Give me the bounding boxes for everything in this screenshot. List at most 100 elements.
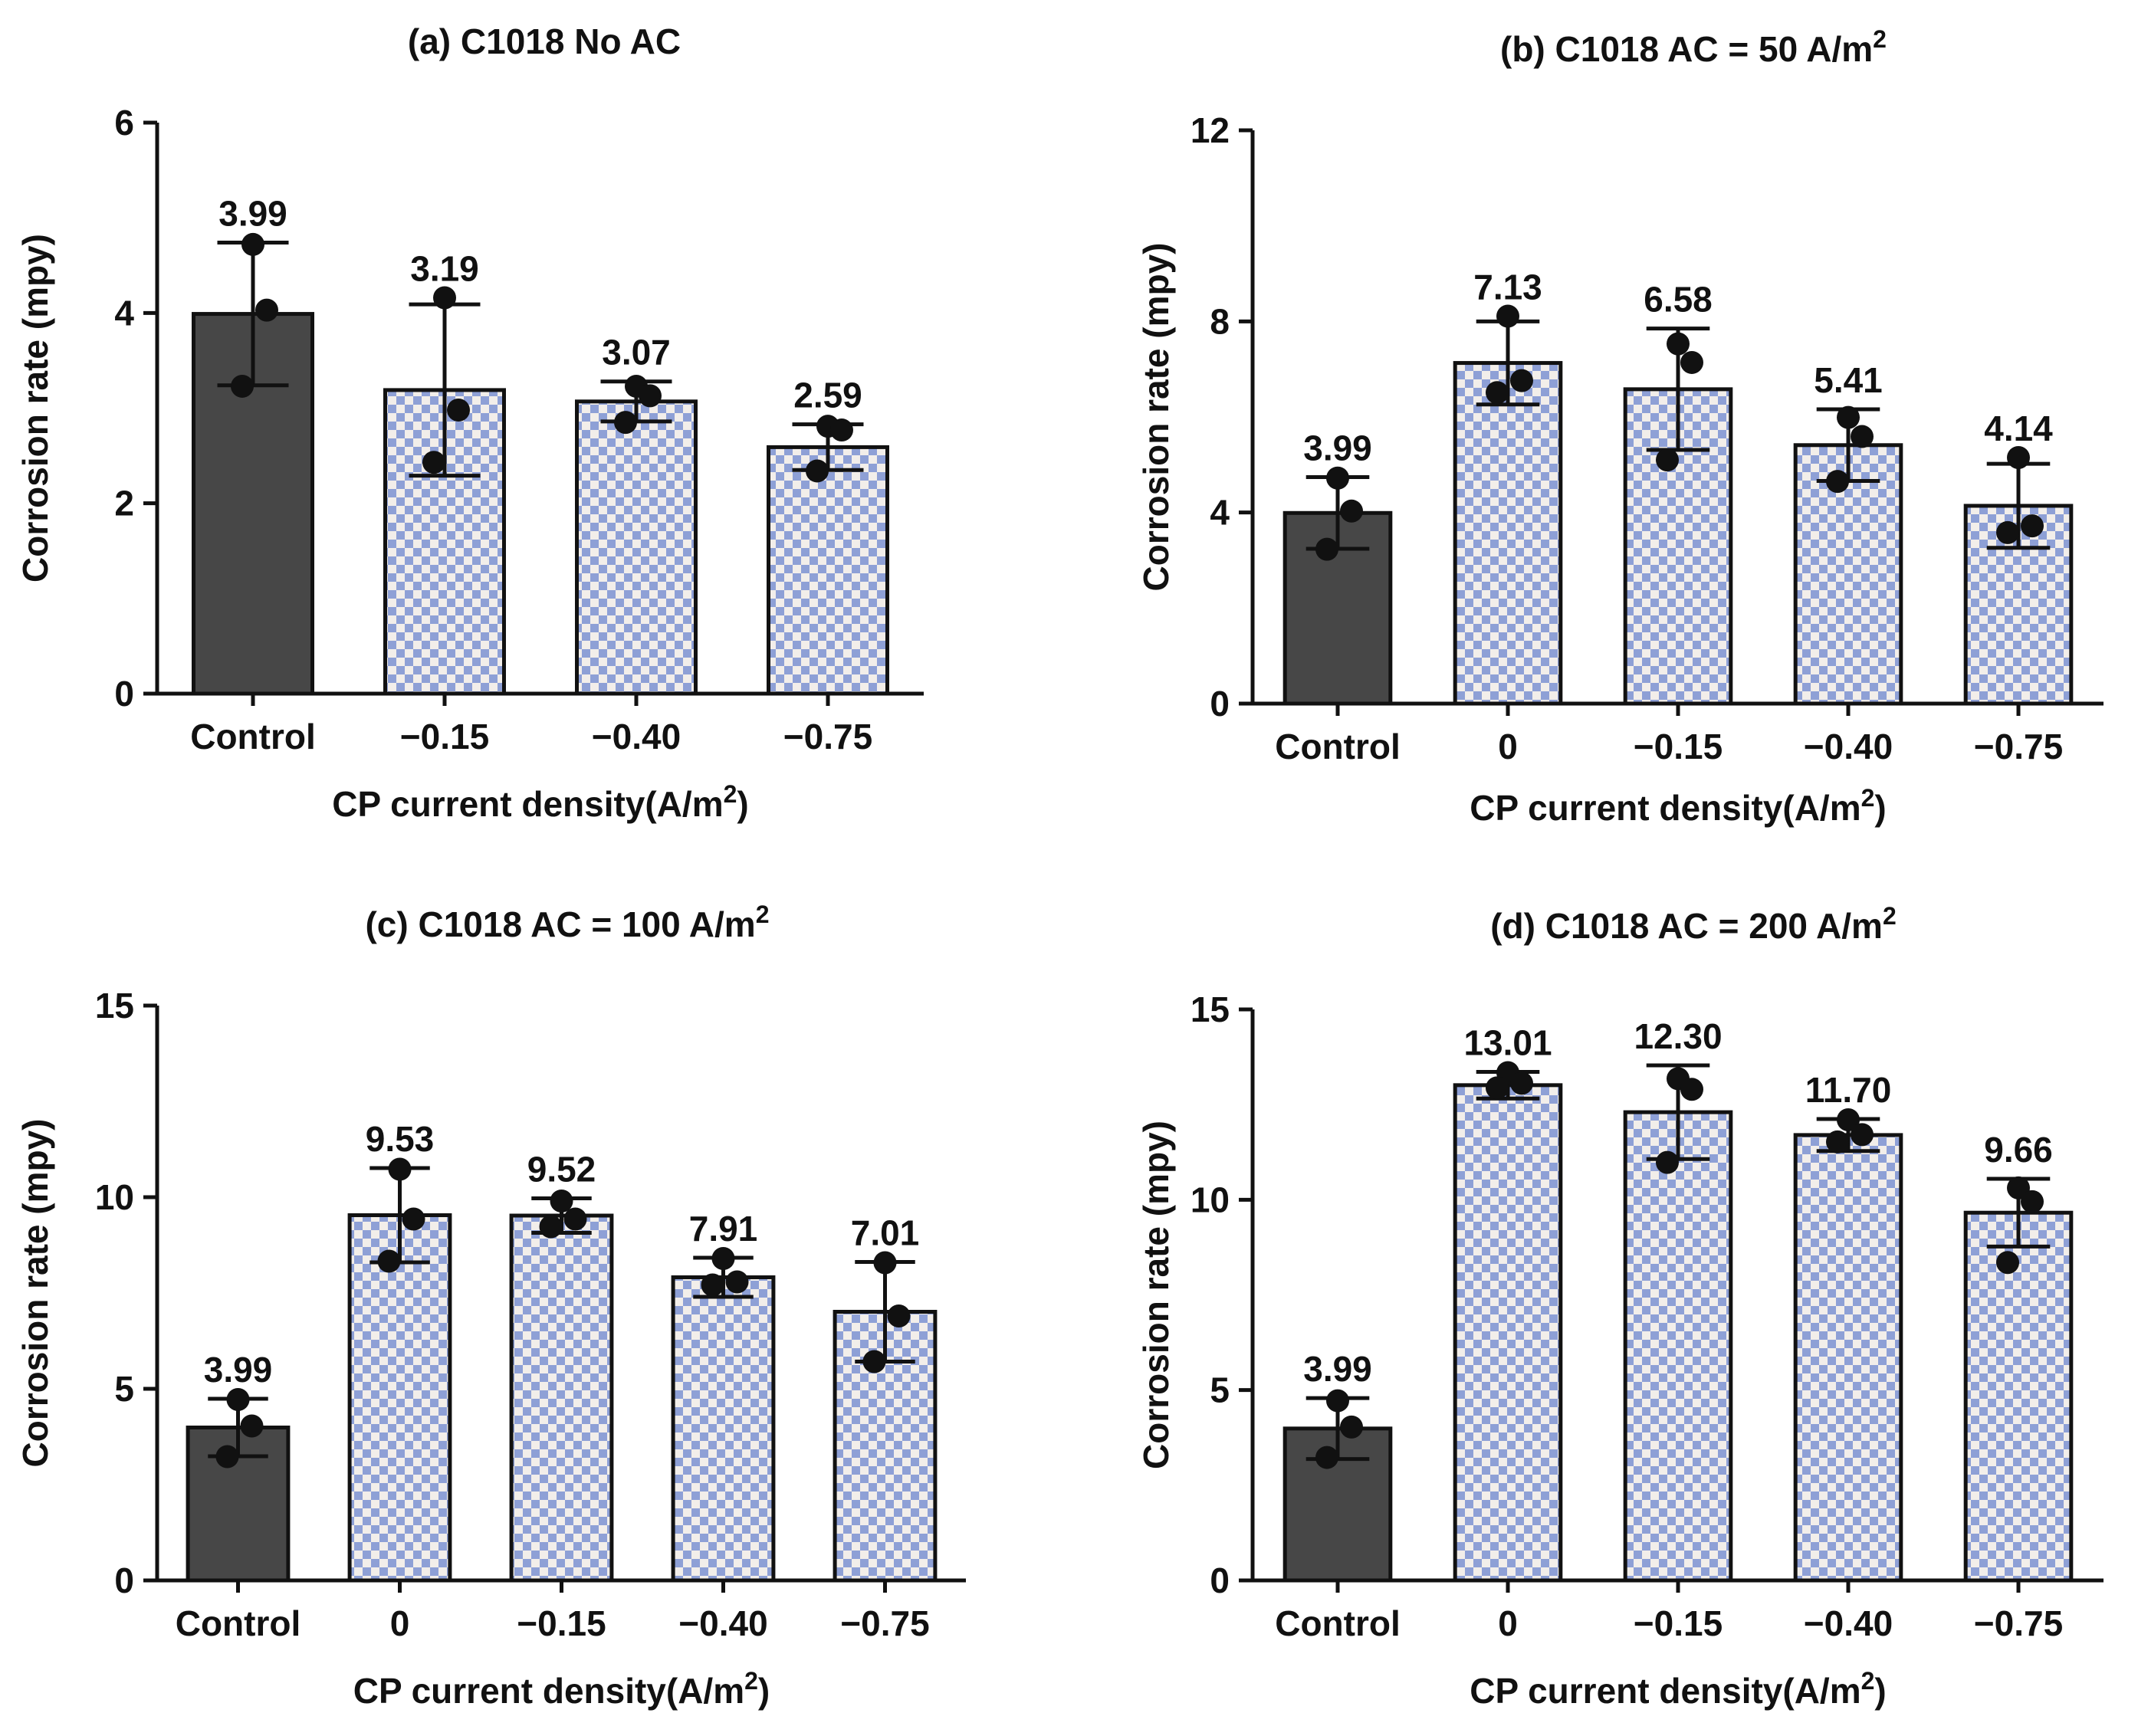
value-label: 9.66: [1984, 1130, 2053, 1170]
x-axis-label: CP current density(A/m2): [1470, 1667, 1887, 1711]
category-tick-label: 0: [1498, 1603, 1518, 1643]
value-label: 3.99: [1303, 428, 1372, 468]
axes: [1250, 130, 2104, 706]
chart-title: (c) C1018 AC = 100 A/m2: [365, 901, 769, 944]
data-point: [614, 411, 637, 435]
value-label: 3.99: [1303, 1349, 1372, 1389]
data-point: [447, 398, 470, 422]
data-point: [830, 418, 853, 442]
data-point: [1326, 466, 1349, 490]
category-tick-label: −0.40: [592, 717, 681, 756]
data-point: [1851, 425, 1874, 448]
data-point: [1667, 332, 1690, 356]
category-tick-label: −0.40: [678, 1603, 767, 1643]
y-tick-label: 2: [114, 484, 134, 523]
value-label: 9.53: [366, 1119, 435, 1159]
data-point: [873, 1251, 897, 1275]
y-tick-label: 10: [95, 1177, 134, 1217]
data-point: [701, 1273, 724, 1297]
category-tick-label: −0.40: [1804, 727, 1893, 766]
category-tick-label: Control: [190, 717, 316, 756]
y-tick-label: 6: [114, 103, 134, 143]
data-point: [215, 1445, 239, 1469]
data-point: [2007, 445, 2030, 469]
bar-cp-1: [1453, 1083, 1563, 1583]
data-point: [639, 384, 662, 408]
data-point: [231, 374, 254, 398]
x-axis-label: CP current density(A/m2): [353, 1667, 770, 1711]
data-point: [1996, 520, 2019, 544]
chart-panel-b: 3.99 Control 7.13 0 6.58 −0.15 5.41 −0.40 4.14 −0…: [1136, 25, 2104, 828]
data-point: [1826, 1130, 1849, 1154]
data-point: [377, 1249, 401, 1273]
category-tick-label: −0.15: [517, 1603, 606, 1643]
data-point: [1837, 1108, 1860, 1132]
value-label: 11.70: [1805, 1070, 1892, 1110]
data-point: [862, 1350, 886, 1373]
data-point: [1680, 1078, 1703, 1101]
data-point: [1510, 369, 1533, 392]
y-axis-label: Corrosion rate (mpy): [1136, 243, 1176, 592]
bar-cp-4: [1963, 1210, 2074, 1583]
chart-title: (d) C1018 AC = 200 A/m2: [1490, 902, 1897, 946]
category-tick-label: −0.15: [400, 717, 489, 756]
data-point: [1826, 470, 1849, 494]
data-point: [563, 1207, 587, 1231]
y-tick-label: 0: [1210, 684, 1230, 724]
category-tick-label: −0.75: [1974, 727, 2063, 766]
data-point: [255, 298, 278, 322]
category-tick-label: Control: [1275, 1603, 1401, 1643]
bar-cp-3: [1793, 1133, 1903, 1583]
bar-cp-2: [1623, 1110, 1733, 1583]
data-point: [1486, 381, 1509, 405]
data-point: [725, 1270, 749, 1294]
value-label: 4.14: [1984, 409, 2053, 448]
data-point: [402, 1207, 425, 1231]
data-point: [1996, 1251, 2019, 1275]
data-point: [711, 1247, 735, 1270]
data-point: [806, 459, 829, 483]
bar-cp-2: [575, 399, 698, 696]
y-axis-label: Corrosion rate (mpy): [15, 1119, 55, 1468]
chart-title: (a) C1018 No AC: [408, 21, 681, 61]
category-tick-label: Control: [176, 1603, 301, 1643]
y-tick-label: 5: [114, 1369, 134, 1409]
y-tick-label: 15: [95, 986, 134, 1026]
bar-cp-3: [671, 1275, 776, 1583]
bar-cp-3: [1793, 443, 1903, 706]
category-tick-label: −0.15: [1634, 727, 1723, 766]
axes: [155, 1006, 966, 1583]
data-point: [422, 451, 445, 474]
category-tick-label: 0: [1498, 727, 1518, 766]
y-axis-label: Corrosion rate (mpy): [15, 234, 55, 582]
data-point: [433, 286, 456, 310]
data-point: [1315, 1446, 1338, 1469]
bar-cp-3: [767, 445, 889, 696]
value-label: 9.52: [527, 1150, 596, 1190]
data-point: [1656, 448, 1679, 472]
y-axis-label: Corrosion rate (mpy): [1136, 1121, 1176, 1469]
value-label: 7.91: [689, 1209, 758, 1249]
data-point: [1315, 537, 1338, 561]
category-tick-label: −0.75: [783, 717, 872, 756]
data-point: [1837, 405, 1860, 429]
value-label: 12.30: [1634, 1016, 1722, 1056]
data-point: [1486, 1076, 1509, 1100]
value-label: 13.01: [1463, 1022, 1552, 1062]
category-tick-label: −0.40: [1804, 1603, 1893, 1643]
y-tick-label: 0: [114, 674, 134, 714]
value-label: 6.58: [1644, 280, 1713, 320]
data-point: [1510, 1071, 1533, 1095]
value-label: 7.13: [1473, 267, 1542, 307]
data-point: [388, 1157, 412, 1181]
category-tick-label: −0.75: [1974, 1603, 2063, 1643]
value-label: 3.07: [602, 333, 671, 372]
value-label: 7.01: [851, 1213, 920, 1253]
y-tick-label: 12: [1191, 110, 1230, 150]
bar-cp-1: [347, 1213, 452, 1583]
chart-panel-a: 3.99 Control 3.19 −0.15 3.07 −0.40 2.59 −0.75 0 2…: [15, 21, 924, 824]
data-point: [539, 1215, 563, 1239]
y-tick-label: 0: [1210, 1560, 1230, 1600]
category-tick-label: 0: [390, 1603, 410, 1643]
data-point: [240, 1414, 264, 1438]
